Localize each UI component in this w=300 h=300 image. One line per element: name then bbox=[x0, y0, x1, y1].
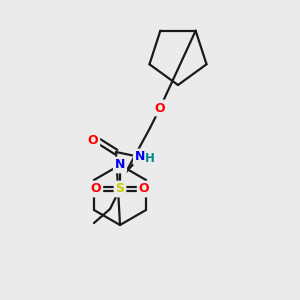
Text: O: O bbox=[88, 134, 98, 146]
Text: N: N bbox=[115, 158, 125, 172]
Text: H: H bbox=[145, 152, 155, 164]
Text: O: O bbox=[139, 182, 149, 196]
Text: N: N bbox=[135, 151, 145, 164]
Text: O: O bbox=[91, 182, 101, 196]
Text: S: S bbox=[116, 182, 124, 196]
Text: O: O bbox=[155, 101, 165, 115]
